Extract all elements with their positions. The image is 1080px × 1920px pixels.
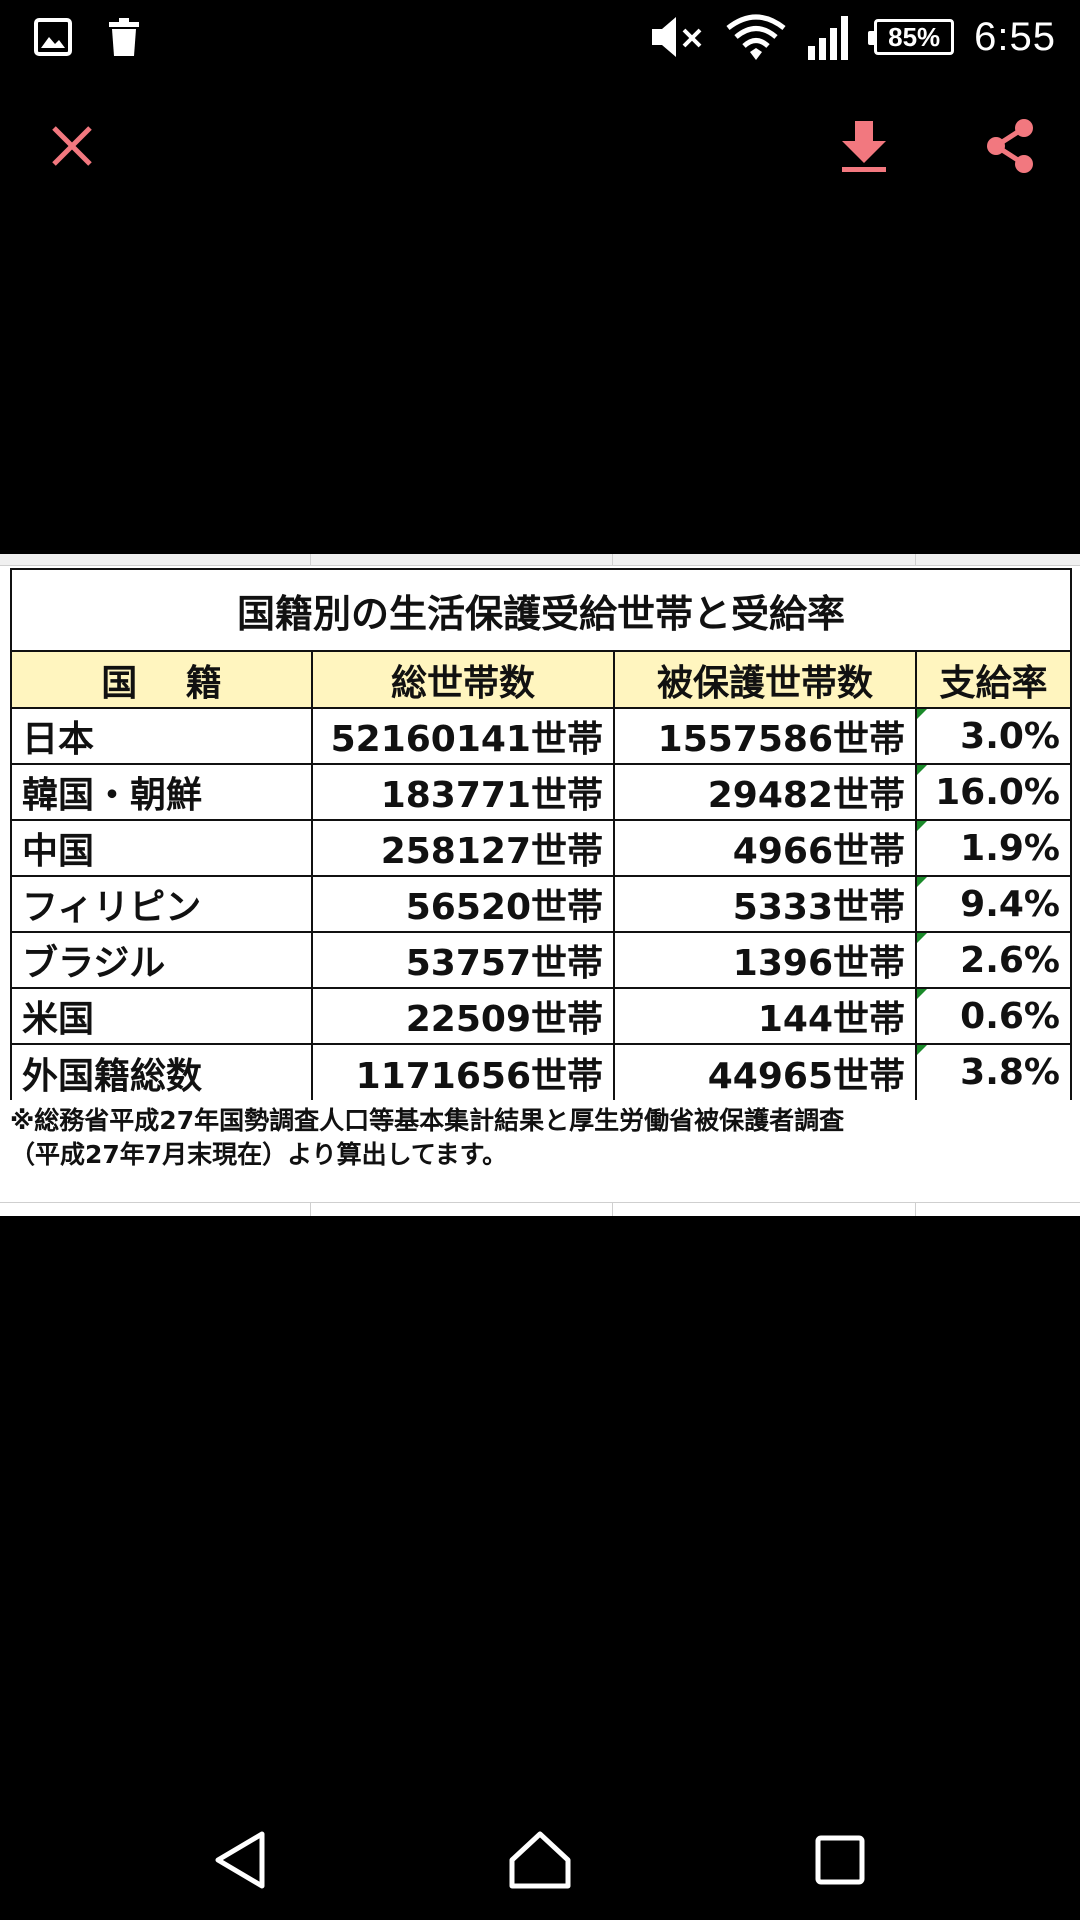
footnote: ※総務省平成27年国勢調査人口等基本集計結果と厚生労働省被保護者調査 （平成27… [10,1104,1050,1172]
cell-rate: 16.0% [915,763,1070,821]
grid-line [310,1202,311,1216]
home-button[interactable] [495,1822,585,1898]
download-button[interactable] [824,106,904,186]
table-row: 韓国・朝鮮 183771世帯 29482世帯 16.0% [12,763,1070,821]
cell-rate: 3.0% [915,707,1070,765]
back-icon [215,1831,265,1889]
viewer-toolbar [0,96,1080,196]
cell-total: 1171656世帯 [311,1043,615,1100]
grid-line [612,1202,613,1216]
cell-protected: 1557586世帯 [613,707,917,765]
grid-line [612,554,613,566]
header-nationality: 国 籍 [12,652,313,709]
image-viewport[interactable]: 国籍別の生活保護受給世帯と受給率 国 籍 総世帯数 被保護世帯数 支給率 日本 … [0,554,1080,1216]
close-icon [52,126,92,166]
cell-rate: 1.9% [915,819,1070,877]
grid-line [915,554,916,566]
header-row: 国 籍 総世帯数 被保護世帯数 支給率 [12,652,1070,709]
table-row: 中国 258127世帯 4966世帯 1.9% [12,819,1070,877]
back-button[interactable] [195,1822,285,1898]
mute-icon [652,17,702,57]
cell-total: 258127世帯 [311,819,615,877]
cell-total: 56520世帯 [311,875,615,933]
navigation-bar [0,1800,1080,1920]
cell-rate: 2.6% [915,931,1070,989]
cell-country: フィリピン [12,875,313,933]
spreadsheet-bottom-gridline [0,1202,1080,1216]
home-icon [509,1831,571,1889]
cell-rate: 9.4% [915,875,1070,933]
gallery-icon [34,18,72,56]
table-title: 国籍別の生活保護受給世帯と受給率 [12,570,1070,652]
status-bar: 85% 6:55 [0,0,1080,80]
cell-protected: 5333世帯 [613,875,917,933]
cell-country: 韓国・朝鮮 [12,763,313,821]
trash-icon [109,18,139,56]
battery-level: 85% [888,21,941,52]
cell-country: 日本 [12,707,313,765]
cell-total: 52160141世帯 [311,707,615,765]
recent-apps-button[interactable] [795,1822,885,1898]
table-row: フィリピン 56520世帯 5333世帯 9.4% [12,875,1070,933]
header-total-households: 総世帯数 [311,652,615,709]
footnote-line-2: （平成27年7月末現在）より算出してます。 [10,1140,508,1169]
table-row: 米国 22509世帯 144世帯 0.6% [12,987,1070,1045]
cell-total: 53757世帯 [311,931,615,989]
cell-protected: 144世帯 [613,987,917,1045]
share-button[interactable] [970,106,1050,186]
cell-country: 米国 [12,987,313,1045]
data-table-sheet: 国籍別の生活保護受給世帯と受給率 国 籍 総世帯数 被保護世帯数 支給率 日本 … [10,568,1072,1100]
cell-country: 外国籍総数 [12,1043,313,1100]
cell-total: 22509世帯 [311,987,615,1045]
table-row: 外国籍総数 1171656世帯 44965世帯 3.8% [12,1043,1070,1100]
cell-protected: 44965世帯 [613,1043,917,1100]
cell-protected: 1396世帯 [613,931,917,989]
clock: 6:55 [974,14,1056,59]
battery-icon: 85% [868,19,955,55]
close-button[interactable] [32,106,112,186]
spreadsheet-top-gridline [0,554,1080,566]
table-row: 日本 52160141世帯 1557586世帯 3.0% [12,707,1070,765]
grid-line [310,554,311,566]
header-protected-households: 被保護世帯数 [613,652,917,709]
data-table: 国 籍 総世帯数 被保護世帯数 支給率 日本 52160141世帯 155758… [12,652,1070,1100]
wifi-icon [726,14,786,60]
table-row: ブラジル 53757世帯 1396世帯 2.6% [12,931,1070,989]
cell-total: 183771世帯 [311,763,615,821]
cell-protected: 29482世帯 [613,763,917,821]
cell-rate: 0.6% [915,987,1070,1045]
grid-line [915,1202,916,1216]
header-rate: 支給率 [915,652,1070,709]
download-icon [842,121,886,172]
footnote-line-1: ※総務省平成27年国勢調査人口等基本集計結果と厚生労働省被保護者調査 [10,1106,845,1135]
cell-rate: 3.8% [915,1043,1070,1100]
share-icon [987,119,1033,173]
cell-country: ブラジル [12,931,313,989]
recent-apps-icon [815,1835,865,1885]
cell-country: 中国 [12,819,313,877]
cell-protected: 4966世帯 [613,819,917,877]
signal-icon [808,16,849,60]
